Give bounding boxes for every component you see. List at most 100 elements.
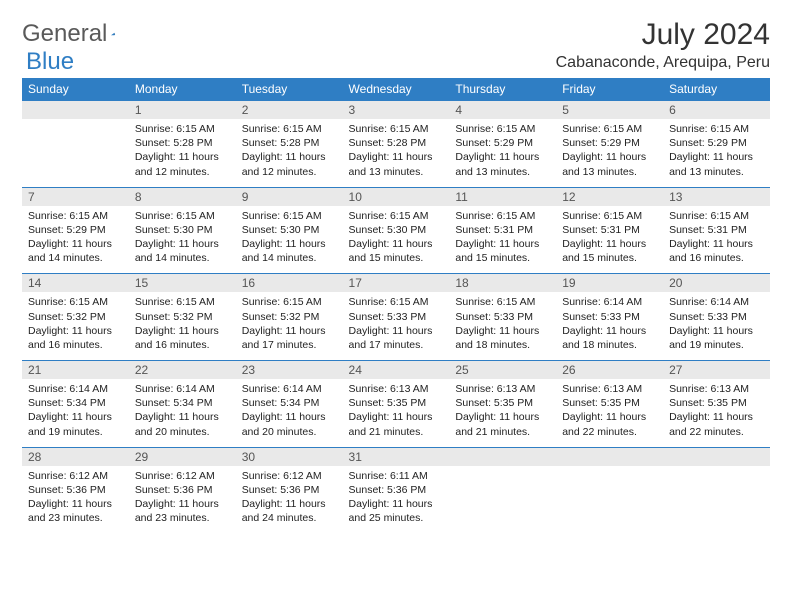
- calendar-day-cell: [449, 447, 556, 533]
- day-details: Sunrise: 6:15 AMSunset: 5:32 PMDaylight:…: [129, 292, 236, 360]
- day-number: 31: [343, 448, 450, 466]
- day-details: Sunrise: 6:15 AMSunset: 5:29 PMDaylight:…: [449, 119, 556, 187]
- day-number: 26: [556, 361, 663, 379]
- day-details: Sunrise: 6:15 AMSunset: 5:28 PMDaylight:…: [129, 119, 236, 187]
- calendar-day-cell: 15Sunrise: 6:15 AMSunset: 5:32 PMDayligh…: [129, 274, 236, 361]
- day-details: Sunrise: 6:12 AMSunset: 5:36 PMDaylight:…: [22, 466, 129, 534]
- calendar-day-cell: [22, 101, 129, 188]
- day-number: 30: [236, 448, 343, 466]
- day-details: Sunrise: 6:15 AMSunset: 5:31 PMDaylight:…: [663, 206, 770, 274]
- sunset-text: Sunset: 5:35 PM: [455, 396, 550, 410]
- sunrise-text: Sunrise: 6:15 AM: [135, 122, 230, 136]
- daylight-text: Daylight: 11 hours and 15 minutes.: [349, 237, 444, 265]
- sunrise-text: Sunrise: 6:13 AM: [669, 382, 764, 396]
- calendar-day-cell: 16Sunrise: 6:15 AMSunset: 5:32 PMDayligh…: [236, 274, 343, 361]
- calendar-day-cell: 9Sunrise: 6:15 AMSunset: 5:30 PMDaylight…: [236, 187, 343, 274]
- daylight-text: Daylight: 11 hours and 19 minutes.: [669, 324, 764, 352]
- weekday-header: Friday: [556, 78, 663, 101]
- day-number: 20: [663, 274, 770, 292]
- daylight-text: Daylight: 11 hours and 14 minutes.: [28, 237, 123, 265]
- sunset-text: Sunset: 5:33 PM: [669, 310, 764, 324]
- calendar-day-cell: 12Sunrise: 6:15 AMSunset: 5:31 PMDayligh…: [556, 187, 663, 274]
- day-number: 27: [663, 361, 770, 379]
- sunrise-text: Sunrise: 6:14 AM: [242, 382, 337, 396]
- sunrise-text: Sunrise: 6:13 AM: [349, 382, 444, 396]
- sunrise-text: Sunrise: 6:14 AM: [562, 295, 657, 309]
- sunset-text: Sunset: 5:34 PM: [135, 396, 230, 410]
- calendar-day-cell: 10Sunrise: 6:15 AMSunset: 5:30 PMDayligh…: [343, 187, 450, 274]
- sunrise-text: Sunrise: 6:13 AM: [562, 382, 657, 396]
- sunset-text: Sunset: 5:35 PM: [562, 396, 657, 410]
- sunset-text: Sunset: 5:29 PM: [28, 223, 123, 237]
- daylight-text: Daylight: 11 hours and 21 minutes.: [455, 410, 550, 438]
- day-details: Sunrise: 6:15 AMSunset: 5:29 PMDaylight:…: [22, 206, 129, 274]
- sunrise-text: Sunrise: 6:15 AM: [455, 295, 550, 309]
- calendar-body: 1Sunrise: 6:15 AMSunset: 5:28 PMDaylight…: [22, 101, 770, 534]
- day-details: Sunrise: 6:15 AMSunset: 5:32 PMDaylight:…: [236, 292, 343, 360]
- calendar-day-cell: [663, 447, 770, 533]
- logo-sub: Blue: [26, 48, 74, 76]
- sunrise-text: Sunrise: 6:15 AM: [669, 122, 764, 136]
- sunset-text: Sunset: 5:34 PM: [242, 396, 337, 410]
- calendar-day-cell: 3Sunrise: 6:15 AMSunset: 5:28 PMDaylight…: [343, 101, 450, 188]
- sunrise-text: Sunrise: 6:15 AM: [242, 209, 337, 223]
- day-number: 1: [129, 101, 236, 119]
- sunset-text: Sunset: 5:30 PM: [349, 223, 444, 237]
- sunset-text: Sunset: 5:31 PM: [669, 223, 764, 237]
- day-details: Sunrise: 6:15 AMSunset: 5:30 PMDaylight:…: [129, 206, 236, 274]
- day-details: Sunrise: 6:15 AMSunset: 5:29 PMDaylight:…: [556, 119, 663, 187]
- sunrise-text: Sunrise: 6:15 AM: [669, 209, 764, 223]
- calendar-day-cell: 21Sunrise: 6:14 AMSunset: 5:34 PMDayligh…: [22, 361, 129, 448]
- sunrise-text: Sunrise: 6:14 AM: [135, 382, 230, 396]
- sunset-text: Sunset: 5:32 PM: [135, 310, 230, 324]
- calendar-day-cell: 17Sunrise: 6:15 AMSunset: 5:33 PMDayligh…: [343, 274, 450, 361]
- daylight-text: Daylight: 11 hours and 18 minutes.: [562, 324, 657, 352]
- day-details: Sunrise: 6:15 AMSunset: 5:28 PMDaylight:…: [236, 119, 343, 187]
- sunrise-text: Sunrise: 6:14 AM: [28, 382, 123, 396]
- sunrise-text: Sunrise: 6:13 AM: [455, 382, 550, 396]
- sunrise-text: Sunrise: 6:12 AM: [135, 469, 230, 483]
- day-number: [22, 101, 129, 119]
- daylight-text: Daylight: 11 hours and 16 minutes.: [135, 324, 230, 352]
- daylight-text: Daylight: 11 hours and 21 minutes.: [349, 410, 444, 438]
- day-number: 3: [343, 101, 450, 119]
- calendar-day-cell: 5Sunrise: 6:15 AMSunset: 5:29 PMDaylight…: [556, 101, 663, 188]
- day-details: Sunrise: 6:15 AMSunset: 5:33 PMDaylight:…: [343, 292, 450, 360]
- weekday-header: Thursday: [449, 78, 556, 101]
- day-number: 23: [236, 361, 343, 379]
- weekday-header-row: Sunday Monday Tuesday Wednesday Thursday…: [22, 78, 770, 101]
- page-header: General July 2024 Cabanaconde, Arequipa,…: [22, 18, 770, 72]
- calendar-day-cell: 18Sunrise: 6:15 AMSunset: 5:33 PMDayligh…: [449, 274, 556, 361]
- daylight-text: Daylight: 11 hours and 14 minutes.: [242, 237, 337, 265]
- weekday-header: Monday: [129, 78, 236, 101]
- sunrise-text: Sunrise: 6:15 AM: [349, 209, 444, 223]
- calendar-day-cell: 19Sunrise: 6:14 AMSunset: 5:33 PMDayligh…: [556, 274, 663, 361]
- daylight-text: Daylight: 11 hours and 17 minutes.: [242, 324, 337, 352]
- day-details: Sunrise: 6:15 AMSunset: 5:32 PMDaylight:…: [22, 292, 129, 360]
- sunset-text: Sunset: 5:31 PM: [455, 223, 550, 237]
- day-number: 16: [236, 274, 343, 292]
- calendar-day-cell: 28Sunrise: 6:12 AMSunset: 5:36 PMDayligh…: [22, 447, 129, 533]
- daylight-text: Daylight: 11 hours and 20 minutes.: [242, 410, 337, 438]
- day-details: Sunrise: 6:15 AMSunset: 5:31 PMDaylight:…: [449, 206, 556, 274]
- calendar-table: Sunday Monday Tuesday Wednesday Thursday…: [22, 78, 770, 533]
- daylight-text: Daylight: 11 hours and 22 minutes.: [562, 410, 657, 438]
- weekday-header: Tuesday: [236, 78, 343, 101]
- daylight-text: Daylight: 11 hours and 19 minutes.: [28, 410, 123, 438]
- day-number: 13: [663, 188, 770, 206]
- day-details: Sunrise: 6:12 AMSunset: 5:36 PMDaylight:…: [129, 466, 236, 534]
- day-details: Sunrise: 6:13 AMSunset: 5:35 PMDaylight:…: [343, 379, 450, 447]
- calendar-day-cell: 25Sunrise: 6:13 AMSunset: 5:35 PMDayligh…: [449, 361, 556, 448]
- title-block: July 2024 Cabanaconde, Arequipa, Peru: [556, 18, 770, 72]
- month-title: July 2024: [556, 18, 770, 52]
- daylight-text: Daylight: 11 hours and 12 minutes.: [135, 150, 230, 178]
- sunset-text: Sunset: 5:28 PM: [135, 136, 230, 150]
- daylight-text: Daylight: 11 hours and 13 minutes.: [455, 150, 550, 178]
- calendar-day-cell: 6Sunrise: 6:15 AMSunset: 5:29 PMDaylight…: [663, 101, 770, 188]
- calendar-day-cell: 30Sunrise: 6:12 AMSunset: 5:36 PMDayligh…: [236, 447, 343, 533]
- sunset-text: Sunset: 5:30 PM: [135, 223, 230, 237]
- day-number: 7: [22, 188, 129, 206]
- sunset-text: Sunset: 5:29 PM: [455, 136, 550, 150]
- day-number: 17: [343, 274, 450, 292]
- day-number: 22: [129, 361, 236, 379]
